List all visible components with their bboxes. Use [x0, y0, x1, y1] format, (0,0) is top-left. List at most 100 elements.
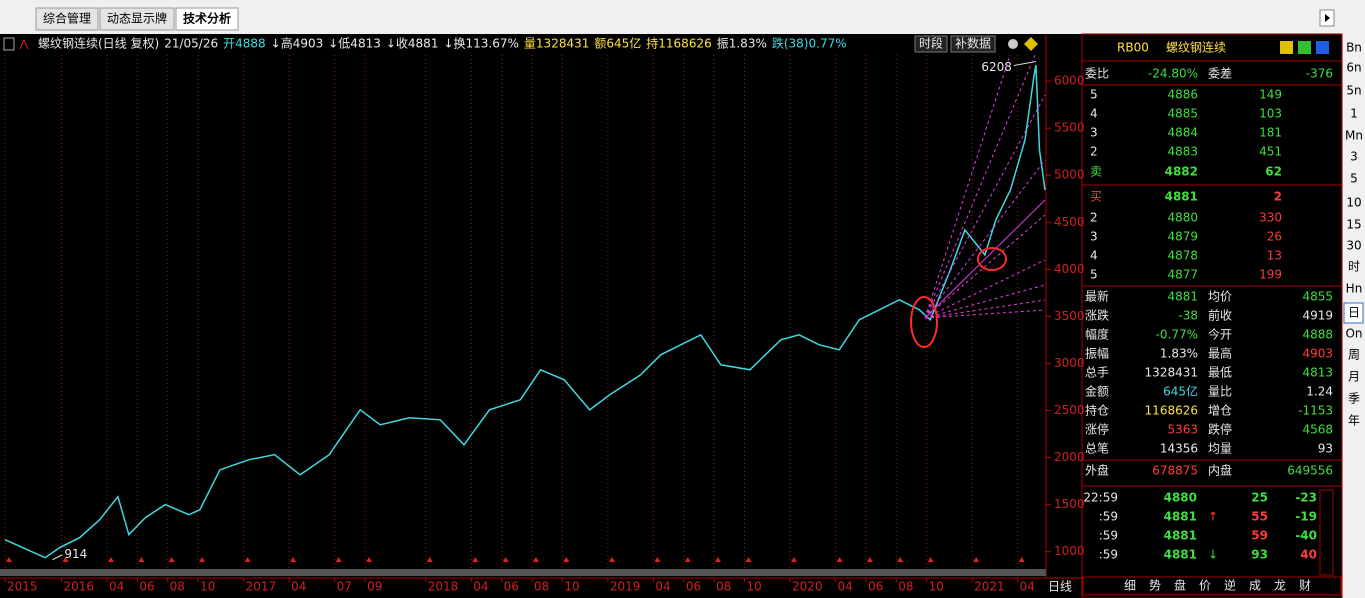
fan-line — [924, 309, 1046, 319]
quote-text[interactable]: 势 — [1149, 579, 1161, 593]
quote-text: 4881 — [1164, 510, 1197, 524]
quote-text: 1.24 — [1306, 385, 1333, 399]
quote-text[interactable]: 财 — [1299, 579, 1311, 593]
header-item: 额645亿 — [594, 36, 641, 51]
quote-text: 26 — [1267, 230, 1282, 244]
quote-text: 内盘 — [1208, 463, 1232, 478]
toolbar-button[interactable]: 5n — [1346, 84, 1361, 98]
quote-text: 跌停 — [1208, 422, 1232, 437]
quote-text: :59 — [1099, 510, 1118, 524]
quote-text: 645亿 — [1163, 384, 1198, 399]
quote-text: 4879 — [1167, 230, 1198, 244]
header-item: 量1328431 — [524, 37, 589, 51]
y-tick-label: 2500 — [1054, 403, 1085, 417]
toolbar-button[interactable]: 年 — [1348, 414, 1360, 428]
quote-text: 持仓 — [1085, 403, 1109, 418]
x-tick-label: 08 — [170, 580, 185, 594]
panel-icon[interactable] — [1298, 41, 1311, 54]
quote-text: 678875 — [1152, 464, 1198, 478]
event-marker — [472, 557, 479, 562]
header-item: 振1.83% — [717, 37, 767, 51]
toolbar-button[interactable]: 周 — [1348, 348, 1360, 362]
quote-text: 均价 — [1208, 290, 1232, 304]
y-tick-label: 5500 — [1054, 121, 1085, 135]
quote-text: 外盘 — [1085, 463, 1109, 478]
event-marker — [563, 557, 570, 562]
toolbar-button[interactable]: 10 — [1346, 196, 1361, 210]
tab-label[interactable]: 综合管理 — [43, 11, 91, 26]
fan-lines — [924, 54, 1046, 319]
toolbar-button[interactable]: On — [1345, 327, 1362, 341]
header-button[interactable]: 时段 — [919, 36, 943, 51]
quote-text[interactable]: 盘 — [1174, 578, 1186, 593]
trend-line — [924, 199, 1046, 319]
quote-text: 2 — [1090, 211, 1098, 225]
header-icon — [19, 38, 29, 50]
event-marker — [199, 557, 206, 562]
toolbar-button[interactable]: 1 — [1350, 107, 1358, 121]
header-button-frame[interactable] — [950, 35, 996, 53]
quote-text: -376 — [1306, 67, 1333, 81]
toolbar-button[interactable]: Bn — [1346, 41, 1362, 55]
tab[interactable] — [175, 7, 239, 31]
event-marker — [791, 557, 798, 562]
toolbar-button[interactable]: 月 — [1348, 370, 1360, 384]
quote-text: 451 — [1259, 145, 1282, 159]
header-button[interactable]: 补数据 — [955, 36, 991, 51]
quote-text: 59 — [1251, 529, 1268, 543]
quote-text[interactable]: 价 — [1199, 579, 1211, 593]
header-item: ↓换113.67% — [443, 37, 518, 51]
quote-text[interactable]: 细 — [1124, 579, 1136, 593]
header-item: 持1168626 — [646, 36, 711, 51]
panel-icon[interactable] — [1280, 41, 1293, 54]
toolbar-button[interactable]: 30 — [1346, 239, 1361, 253]
tab-label[interactable]: 动态显示牌 — [107, 12, 167, 26]
toolbar-button[interactable]: 3 — [1350, 150, 1358, 164]
quote-text: 4880 — [1164, 491, 1197, 505]
tab[interactable] — [99, 7, 175, 31]
event-marker — [107, 557, 114, 562]
panel-icon[interactable] — [1316, 41, 1329, 54]
quote-text: 量比 — [1208, 385, 1232, 399]
header-button-frame[interactable] — [914, 35, 948, 53]
event-marker — [836, 557, 843, 562]
toolbar-button[interactable]: 时 — [1348, 260, 1360, 274]
quote-text[interactable]: 逆 — [1224, 578, 1236, 593]
toolbar-button[interactable]: 15 — [1346, 218, 1361, 232]
event-marker — [927, 557, 934, 562]
toolbar-button[interactable]: 5 — [1350, 172, 1358, 186]
quote-text: 1168626 — [1145, 404, 1198, 418]
x-tick-label: 10 — [929, 580, 944, 594]
info-icon[interactable] — [1024, 37, 1038, 51]
quote-text: 今开 — [1208, 327, 1232, 342]
quote-text[interactable]: 成 — [1249, 579, 1261, 593]
toolbar-button[interactable]: 日 — [1348, 306, 1360, 320]
y-tick-label: 4000 — [1054, 262, 1085, 276]
toolbar-button[interactable]: Mn — [1345, 129, 1363, 143]
highlight-circle — [977, 247, 1007, 271]
quote-text: 93 — [1251, 548, 1268, 562]
quote-text: 4880 — [1167, 211, 1198, 225]
toolbar-button[interactable]: 6n — [1346, 61, 1361, 75]
event-marker — [897, 557, 904, 562]
quote-text: 4885 — [1167, 107, 1198, 121]
x-tick-label: 07 — [337, 580, 352, 594]
settings-icon[interactable] — [1008, 39, 1018, 49]
tab-label[interactable]: 技术分析 — [183, 11, 231, 26]
quote-text: 涨停 — [1085, 422, 1109, 437]
event-marker — [244, 557, 251, 562]
quote-text: 330 — [1259, 211, 1282, 225]
tab[interactable] — [35, 7, 99, 31]
fan-line — [924, 214, 1046, 319]
quote-text: 总笔 — [1085, 441, 1109, 456]
quote-text[interactable]: 龙 — [1274, 579, 1286, 593]
header-item: 跌(38)0.77% — [772, 36, 847, 51]
x-tick-label: 04 — [291, 580, 306, 594]
header-item: ↓收4881 — [386, 37, 439, 51]
toolbar-button[interactable]: 季 — [1348, 392, 1360, 406]
quote-text: :59 — [1099, 548, 1118, 562]
toolbar-button[interactable]: Hn — [1346, 282, 1363, 296]
x-tick-label: 2021 — [974, 580, 1005, 594]
quote-text: 4881 — [1167, 290, 1198, 304]
